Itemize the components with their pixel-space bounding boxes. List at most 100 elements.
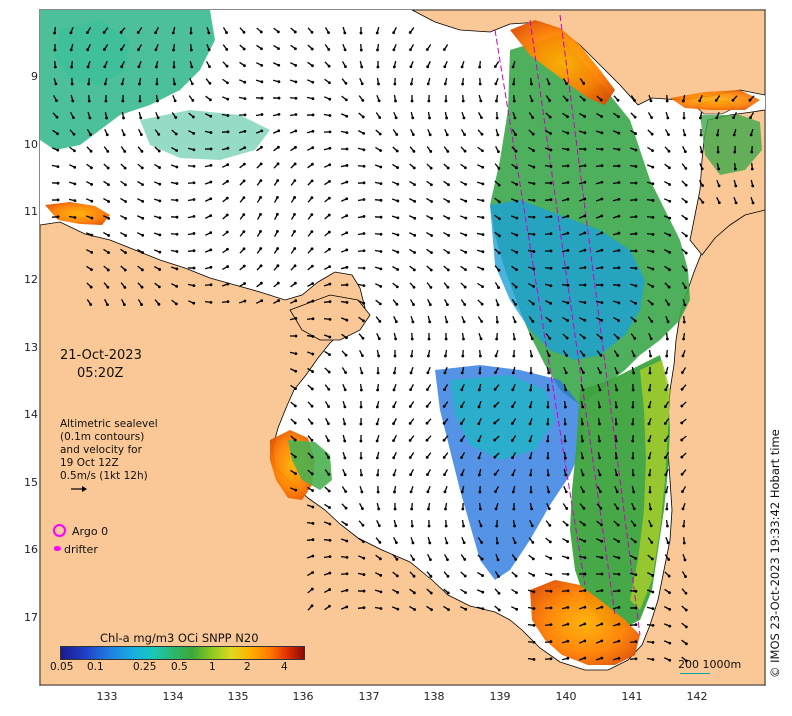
colorbar-tick: 0.25 <box>133 661 156 673</box>
velocity-arrow-head <box>532 557 535 560</box>
velocity-arrow-head <box>651 303 654 306</box>
velocity-arrow-head <box>567 573 570 576</box>
velocity-arrow-head <box>138 83 141 86</box>
velocity-arrow-head <box>463 541 466 544</box>
velocity-arrow-head <box>259 230 262 233</box>
velocity-arrow-head <box>260 282 263 285</box>
velocity-arrow-head <box>57 199 60 202</box>
velocity-arrow-head <box>567 165 570 168</box>
altimetry-note-line: Altimetric sealevel <box>60 418 158 431</box>
velocity-arrow-head <box>514 558 517 561</box>
drifter-icon <box>54 546 61 551</box>
velocity-arrow-head <box>652 233 655 236</box>
velocity-arrow-head <box>668 166 671 169</box>
velocity-arrow-head <box>600 639 603 642</box>
velocity-arrow-head <box>717 151 720 154</box>
velocity-arrow-head <box>461 508 464 511</box>
velocity-arrow-head <box>650 337 653 340</box>
velocity-arrow-head <box>549 302 552 305</box>
colorbar-tick: 2 <box>244 661 251 673</box>
velocity-arrow-head <box>533 641 536 644</box>
velocity-arrow-head <box>226 147 229 150</box>
lat-tick-17: 17 <box>6 611 38 624</box>
velocity-arrow-head <box>632 474 635 477</box>
velocity-arrow-head <box>443 65 446 68</box>
velocity-arrow-head <box>346 266 349 269</box>
velocity-arrow-head <box>481 591 484 594</box>
velocity-arrow-head <box>394 100 397 103</box>
velocity-arrow-head <box>583 181 586 184</box>
velocity-arrow-head <box>549 149 552 152</box>
velocity-arrow-head <box>682 100 685 103</box>
velocity-arrow-head <box>156 100 159 103</box>
velocity-arrow-head <box>71 99 74 102</box>
velocity-arrow-head <box>73 133 76 136</box>
velocity-arrow-head <box>684 575 687 578</box>
velocity-arrow-head <box>480 541 483 544</box>
velocity-arrow-head <box>615 389 618 392</box>
velocity-arrow-head <box>547 474 550 477</box>
velocity-arrow-head <box>529 457 532 460</box>
velocity-arrow-head <box>430 183 433 186</box>
velocity-arrow-head <box>71 83 74 86</box>
velocity-arrow-head <box>600 115 603 118</box>
velocity-arrow-head <box>564 389 567 392</box>
velocity-arrow-head <box>584 556 587 559</box>
velocity-arrow-head <box>618 284 621 287</box>
velocity-arrow-head <box>617 640 620 643</box>
velocity-arrow-head <box>615 474 618 477</box>
velocity-arrow-head <box>685 252 688 255</box>
velocity-arrow-head <box>584 266 587 269</box>
velocity-arrow-head <box>409 473 412 476</box>
velocity-arrow-head <box>157 133 160 136</box>
map-canvas[interactable] <box>40 10 765 685</box>
velocity-arrow-head <box>394 355 397 358</box>
velocity-arrow-head <box>733 151 736 154</box>
velocity-arrow-head <box>750 133 753 136</box>
velocity-arrow-head <box>447 217 450 220</box>
velocity-arrow-head <box>481 558 484 561</box>
velocity-arrow-head <box>497 286 500 289</box>
velocity-arrow-head <box>665 490 668 493</box>
lon-tick-139: 139 <box>480 690 520 703</box>
argo-float-icon <box>53 524 66 537</box>
velocity-arrow-head <box>533 250 536 253</box>
velocity-arrow-head <box>497 558 500 561</box>
lat-tick-10: 10 <box>6 138 38 151</box>
velocity-arrow-head <box>566 540 569 543</box>
velocity-arrow-head <box>377 491 380 494</box>
velocity-arrow-head <box>530 491 533 494</box>
velocity-arrow-head <box>193 181 196 184</box>
velocity-arrow-head <box>190 32 193 35</box>
velocity-arrow-head <box>565 490 568 493</box>
velocity-arrow-head <box>582 490 585 493</box>
velocity-arrow-head <box>512 508 515 511</box>
velocity-arrow-head <box>529 389 532 392</box>
velocity-arrow-head <box>649 508 652 511</box>
velocity-arrow-head <box>377 508 380 511</box>
velocity-arrow-head <box>190 49 193 52</box>
velocity-arrow-head <box>429 558 432 561</box>
velocity-arrow-head <box>396 166 399 169</box>
velocity-arrow-head <box>733 133 736 136</box>
velocity-arrow-head <box>328 265 331 268</box>
velocity-arrow-head <box>651 574 654 577</box>
velocity-arrow-head <box>464 150 467 153</box>
velocity-arrow-head <box>581 440 584 443</box>
velocity-arrow-head <box>295 317 298 320</box>
velocity-arrow-head <box>90 286 93 289</box>
velocity-arrow-head <box>376 457 379 460</box>
velocity-arrow-head <box>583 623 586 626</box>
velocity-arrow-head <box>548 99 551 102</box>
velocity-arrow-head <box>210 164 213 167</box>
velocity-arrow-head <box>378 116 381 119</box>
velocity-arrow-head <box>209 214 212 217</box>
velocity-arrow-head <box>379 166 382 169</box>
velocity-arrow-head <box>276 213 279 216</box>
velocity-arrow-head <box>395 303 398 306</box>
velocity-arrow-head <box>379 541 382 544</box>
velocity-arrow-head <box>122 117 125 120</box>
map-frame[interactable] <box>40 10 765 685</box>
velocity-arrow-head <box>72 116 75 119</box>
velocity-arrow-head <box>680 405 683 408</box>
